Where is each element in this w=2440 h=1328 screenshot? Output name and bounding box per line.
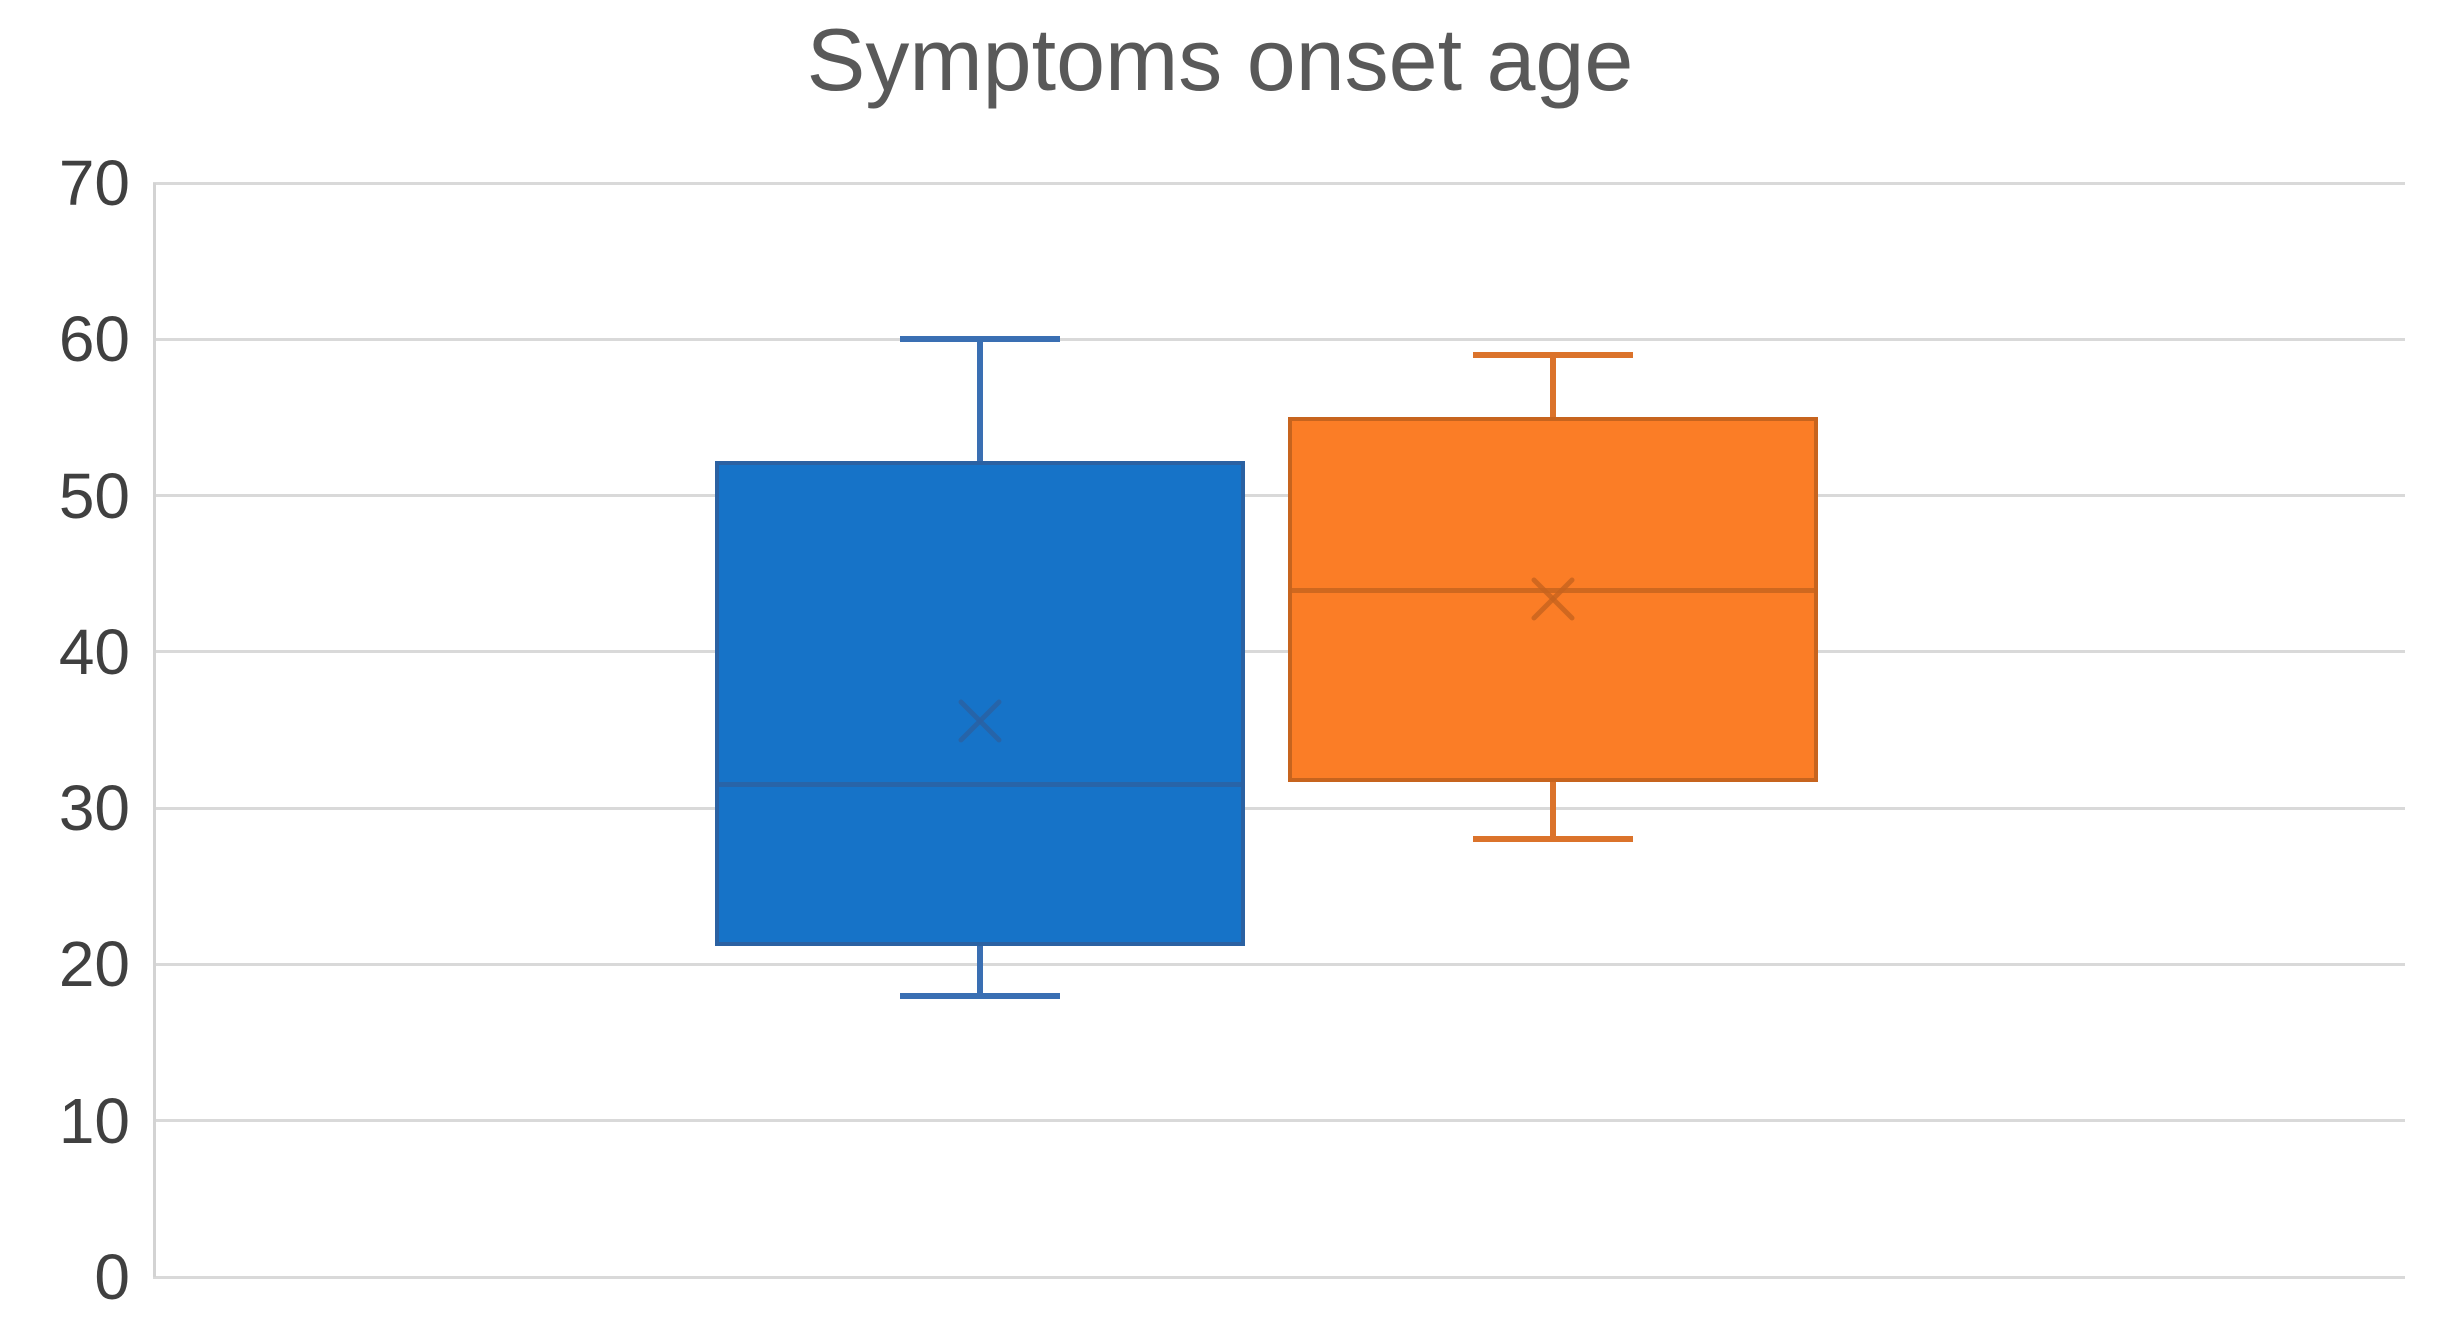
- series-1-upper-whisker-cap: [900, 336, 1060, 343]
- series-2-lower-whisker-cap: [1473, 836, 1633, 843]
- chart-title: Symptoms onset age: [806, 10, 1634, 109]
- y-axis-line: [153, 183, 156, 1277]
- gridline-y-20: [153, 962, 2405, 966]
- plot-area: [153, 181, 2405, 1279]
- gridline-y-50: [153, 494, 2405, 498]
- series-2-upper-whisker: [1550, 354, 1556, 418]
- gridline-y-70: [153, 181, 2405, 185]
- series-1-box: [715, 461, 1245, 946]
- gridline-y-40: [153, 650, 2405, 654]
- series-2-lower-whisker: [1550, 781, 1556, 840]
- y-tick-label-0: 0: [94, 1241, 130, 1313]
- y-tick-label-20: 20: [58, 928, 130, 1001]
- gridline-y-30: [153, 806, 2405, 810]
- gridline-y-60: [153, 337, 2405, 341]
- series-1-lower-whisker-cap: [900, 992, 1060, 999]
- y-tick-label-40: 40: [58, 615, 130, 688]
- gridline-y-10: [153, 1119, 2405, 1123]
- y-tick-label-50: 50: [58, 459, 130, 532]
- series-1-mean-marker: [958, 699, 1002, 743]
- series-1-median-line: [715, 782, 1245, 788]
- series-1-lower-whisker: [977, 945, 983, 996]
- y-tick-label-70: 70: [58, 147, 130, 219]
- series-2-median-line: [1288, 588, 1818, 594]
- y-tick-label-60: 60: [58, 303, 130, 376]
- y-tick-label-30: 30: [58, 772, 130, 845]
- gridline-y-0: [153, 1275, 2405, 1279]
- series-2-mean-marker: [1531, 577, 1575, 621]
- series-1-upper-whisker: [977, 339, 983, 462]
- y-tick-label-10: 10: [58, 1084, 130, 1157]
- series-2-upper-whisker-cap: [1473, 351, 1633, 358]
